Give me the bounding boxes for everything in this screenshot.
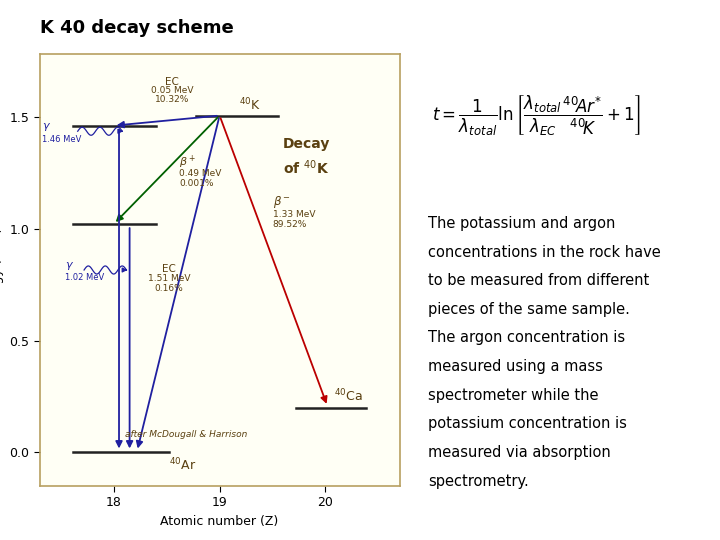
- Text: $\beta^+$: $\beta^+$: [179, 154, 197, 171]
- Text: The potassium and argon: The potassium and argon: [428, 216, 616, 231]
- Text: pieces of the same sample.: pieces of the same sample.: [428, 302, 630, 317]
- Text: $\gamma$: $\gamma$: [42, 121, 51, 133]
- Text: $^{40}$Ca: $^{40}$Ca: [334, 388, 363, 404]
- Text: $^{40}$K: $^{40}$K: [238, 97, 261, 113]
- Text: $^{40}$Ar: $^{40}$Ar: [168, 457, 196, 474]
- Text: measured using a mass: measured using a mass: [428, 359, 603, 374]
- Text: concentrations in the rock have: concentrations in the rock have: [428, 245, 661, 260]
- Text: of $^{40}$K: of $^{40}$K: [283, 159, 330, 178]
- Text: spectrometer while the: spectrometer while the: [428, 388, 599, 403]
- Text: EC: EC: [165, 77, 179, 87]
- Text: spectrometry.: spectrometry.: [428, 474, 529, 489]
- Text: 1.02 MeV: 1.02 MeV: [65, 273, 104, 282]
- Text: $\gamma$: $\gamma$: [65, 260, 74, 272]
- Text: The argon concentration is: The argon concentration is: [428, 330, 626, 346]
- Text: EC: EC: [162, 264, 176, 274]
- Text: after McDougall & Harrison: after McDougall & Harrison: [125, 430, 247, 439]
- Y-axis label: Energy (MeV): Energy (MeV): [0, 228, 4, 312]
- Text: 0.001%: 0.001%: [179, 179, 214, 188]
- X-axis label: Atomic number (Z): Atomic number (Z): [161, 515, 279, 528]
- Text: 1.33 MeV: 1.33 MeV: [273, 210, 315, 219]
- Text: 0.05 MeV: 0.05 MeV: [150, 86, 193, 96]
- Text: 0.16%: 0.16%: [154, 284, 183, 293]
- Text: Decay: Decay: [283, 137, 330, 151]
- Text: measured via absorption: measured via absorption: [428, 445, 611, 460]
- Text: $t = \dfrac{1}{\lambda_{total}} \ln \left[ \dfrac{\lambda_{total}}{\lambda_{EC}}: $t = \dfrac{1}{\lambda_{total}} \ln \lef…: [432, 94, 640, 138]
- Text: 1.51 MeV: 1.51 MeV: [148, 274, 190, 284]
- Text: 1.46 MeV: 1.46 MeV: [42, 134, 81, 144]
- Text: potassium concentration is: potassium concentration is: [428, 416, 627, 431]
- Text: to be measured from different: to be measured from different: [428, 273, 649, 288]
- Text: K 40 decay scheme: K 40 decay scheme: [40, 19, 233, 37]
- Text: 89.52%: 89.52%: [273, 220, 307, 228]
- Text: 0.49 MeV: 0.49 MeV: [179, 169, 222, 178]
- Text: 10.32%: 10.32%: [155, 95, 189, 104]
- Text: $\beta^-$: $\beta^-$: [273, 194, 291, 210]
